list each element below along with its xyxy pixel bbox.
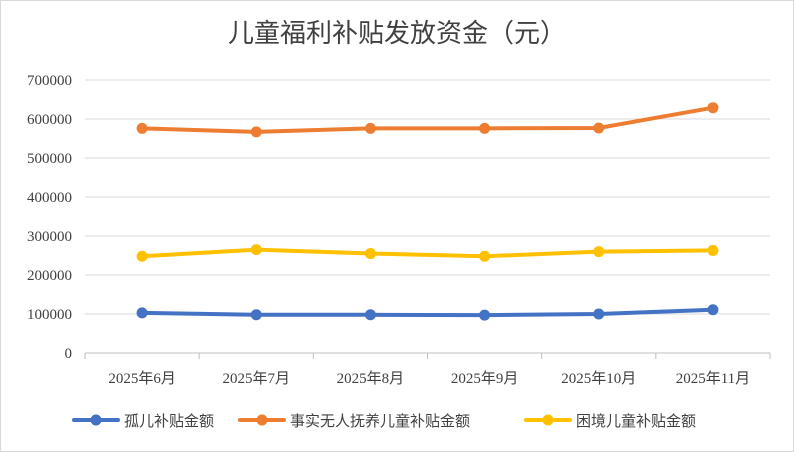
series-1 (136, 102, 719, 138)
x-tick-label: 2025年11月 (676, 370, 750, 387)
data-point (364, 122, 376, 134)
x-axis: 2025年6月 2025年7月 2025年8月 2025年9月 2025年10月 2025… (84, 352, 771, 387)
series-0 (136, 304, 719, 321)
x-tick-label: 2025年9月 (451, 370, 519, 387)
y-tick-label: 100000 (27, 307, 72, 323)
x-tick-label: 2025年7月 (222, 370, 290, 387)
data-point (479, 122, 491, 134)
x-tick-label: 2025年8月 (337, 370, 405, 387)
y-tick-label: 400000 (27, 190, 72, 206)
data-point (593, 246, 605, 258)
series-line (140, 307, 715, 318)
legend-label: 困境儿童补贴金额 (576, 412, 696, 430)
legend-label: 事实无人抚养儿童补贴金额 (290, 412, 470, 430)
x-tick-label: 2025年6月 (108, 370, 176, 387)
y-tick-label: 500000 (27, 151, 72, 167)
data-point (250, 244, 262, 256)
data-point (250, 126, 262, 138)
data-point (136, 307, 148, 319)
legend-swatch-marker (90, 414, 102, 426)
y-axis: 0 100000 200000 300000 400000 500000 600000 700… (27, 73, 72, 362)
series-2 (136, 244, 719, 262)
legend-label: 孤儿补贴金额 (124, 412, 214, 430)
data-point (364, 248, 376, 260)
data-point (593, 122, 605, 134)
data-point (707, 304, 719, 316)
y-tick-label: 700000 (27, 73, 72, 89)
data-point (250, 309, 262, 321)
legend-item: 事实无人抚养儿童补贴金额 (238, 412, 470, 430)
legend-swatch-marker (256, 414, 268, 426)
series-line (140, 247, 715, 259)
y-tick-label: 0 (65, 346, 73, 362)
x-tick-label: 2025年10月 (561, 370, 636, 387)
series-group (136, 102, 719, 321)
chart-title: 儿童福利补贴发放资金（元） (228, 19, 566, 49)
legend-item: 困境儿童补贴金额 (524, 412, 696, 430)
data-point (364, 309, 376, 321)
data-point (593, 308, 605, 320)
data-point (136, 122, 148, 134)
data-point (479, 250, 491, 262)
legend: 孤儿补贴金额 事实无人抚养儿童补贴金额 困境儿童补贴金额 (72, 412, 696, 430)
series-line (140, 105, 715, 134)
data-point (707, 102, 719, 114)
data-point (136, 250, 148, 262)
data-point (479, 309, 491, 321)
data-point (707, 244, 719, 256)
legend-swatch-marker (542, 414, 554, 426)
y-tick-label: 200000 (27, 268, 72, 284)
legend-item: 孤儿补贴金额 (72, 412, 214, 430)
y-tick-label: 300000 (27, 229, 72, 245)
y-tick-label: 600000 (27, 112, 72, 128)
